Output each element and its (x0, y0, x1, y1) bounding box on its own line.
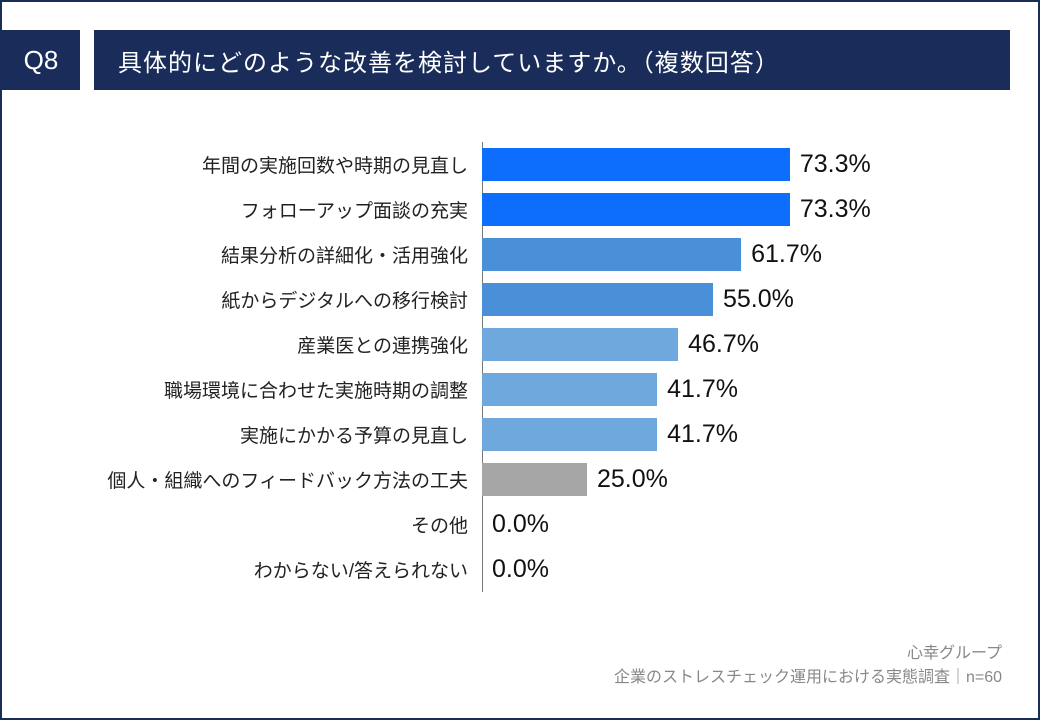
bar (482, 148, 790, 181)
chart-row: わからない/答えられない 0.0% (82, 547, 998, 592)
footer-caption: 心幸グループ 企業のストレスチェック運用における実態調査｜n=60 (614, 642, 1002, 690)
chart-row: 結果分析の詳細化・活用強化 61.7% (82, 232, 998, 277)
chart-row: 紙からデジタルへの移行検討 55.0% (82, 277, 998, 322)
bar-zone: 61.7% (482, 232, 998, 277)
bar-category-label: フォローアップ面談の充実 (82, 196, 482, 223)
bar-value-label: 25.0% (597, 465, 668, 494)
bar-chart: 年間の実施回数や時期の見直し 73.3% フォローアップ面談の充実 73.3% 結果分析… (82, 142, 998, 612)
bar-zone: 41.7% (482, 412, 998, 457)
bar (482, 463, 587, 496)
bar (482, 328, 678, 361)
chart-row: 職場環境に合わせた実施時期の調整 41.7% (82, 367, 998, 412)
bar-zone: 55.0% (482, 277, 998, 322)
bar-category-label: 年間の実施回数や時期の見直し (82, 151, 482, 178)
bar-zone: 0.0% (482, 502, 998, 547)
bar-value-label: 41.7% (667, 420, 738, 449)
chart-row: 年間の実施回数や時期の見直し 73.3% (82, 142, 998, 187)
bar (482, 373, 657, 406)
bar-zone: 41.7% (482, 367, 998, 412)
bar (482, 193, 790, 226)
question-title: 具体的にどのような改善を検討していますか。（複数回答） (94, 30, 1010, 90)
bar-category-label: 産業医との連携強化 (82, 331, 482, 358)
bar-zone: 46.7% (482, 322, 998, 367)
bar-value-label: 0.0% (492, 555, 549, 584)
bar-zone: 73.3% (482, 142, 998, 187)
chart-row: フォローアップ面談の充実 73.3% (82, 187, 998, 232)
bar-category-label: 実施にかかる予算の見直し (82, 421, 482, 448)
bar-category-label: その他 (82, 511, 482, 538)
bar (482, 418, 657, 451)
bar-zone: 73.3% (482, 187, 998, 232)
bar-value-label: 73.3% (800, 150, 871, 179)
bar-category-label: 職場環境に合わせた実施時期の調整 (82, 376, 482, 403)
bar-value-label: 41.7% (667, 375, 738, 404)
footer-line-1: 心幸グループ (614, 642, 1002, 666)
bar-value-label: 0.0% (492, 510, 549, 539)
question-number-badge: Q8 (2, 30, 80, 90)
bar-zone: 0.0% (482, 547, 998, 592)
chart-row: その他 0.0% (82, 502, 998, 547)
bar-category-label: 紙からデジタルへの移行検討 (82, 286, 482, 313)
footer-line-2: 企業のストレスチェック運用における実態調査｜n=60 (614, 666, 1002, 690)
bar-value-label: 73.3% (800, 195, 871, 224)
header: Q8 具体的にどのような改善を検討していますか。（複数回答） (2, 2, 1038, 90)
bar-category-label: わからない/答えられない (82, 556, 482, 583)
bar-value-label: 61.7% (751, 240, 822, 269)
chart-row: 実施にかかる予算の見直し 41.7% (82, 412, 998, 457)
bar-zone: 25.0% (482, 457, 998, 502)
bar-value-label: 55.0% (723, 285, 794, 314)
chart-row: 個人・組織へのフィードバック方法の工夫 25.0% (82, 457, 998, 502)
bar-category-label: 結果分析の詳細化・活用強化 (82, 241, 482, 268)
chart-row: 産業医との連携強化 46.7% (82, 322, 998, 367)
bar (482, 283, 713, 316)
bar (482, 238, 741, 271)
bar-value-label: 46.7% (688, 330, 759, 359)
bar-category-label: 個人・組織へのフィードバック方法の工夫 (82, 466, 482, 493)
